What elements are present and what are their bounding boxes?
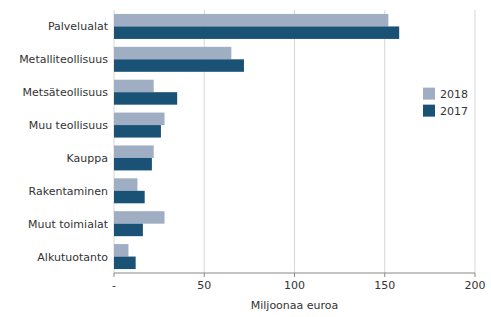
- bar: [114, 224, 143, 236]
- legend-label: 2017: [440, 105, 468, 118]
- legend: 2018 2017: [419, 84, 471, 122]
- bar: [114, 191, 145, 203]
- bar: [114, 211, 165, 223]
- grid-line: [294, 10, 295, 273]
- tick-label: 200: [465, 279, 486, 292]
- category-label: Alkutuotanto: [37, 251, 108, 264]
- category-label: Metsäteollisuus: [23, 86, 109, 99]
- tick-mark: [475, 273, 476, 277]
- category-label: Muu teollisuus: [29, 119, 109, 132]
- category-label: Muut toimialat: [28, 218, 109, 231]
- bars: [114, 14, 399, 269]
- bar: [114, 80, 154, 92]
- bar: [114, 14, 388, 26]
- legend-background: [419, 84, 471, 122]
- tick-label: 150: [374, 279, 395, 292]
- bar: [114, 26, 399, 38]
- bar: [114, 113, 165, 125]
- tick-mark: [294, 273, 295, 277]
- grid: [114, 10, 475, 273]
- legend-swatch: [423, 105, 435, 117]
- category-label: Rakentaminen: [29, 185, 108, 198]
- chart: - 50 100 150 200 Alkutuotanto Muut toimialat Ra…: [0, 0, 491, 317]
- bar: [114, 47, 231, 59]
- bar: [114, 178, 137, 190]
- category-label: Metalliteollisuus: [19, 53, 108, 66]
- tick-label: -: [112, 279, 116, 292]
- bar: [114, 145, 154, 157]
- tick-mark: [384, 273, 385, 277]
- tick-mark: [204, 273, 205, 277]
- tick-label: 50: [197, 279, 211, 292]
- category-label: Palvelualat: [48, 20, 109, 33]
- bar: [114, 92, 177, 104]
- x-axis-label: Miljoonaa euroa: [251, 299, 339, 312]
- x-axis: - 50 100 150 200: [112, 273, 485, 292]
- bar: [114, 125, 161, 137]
- grid-line: [384, 10, 385, 273]
- grid-line: [475, 10, 476, 273]
- y-axis: Alkutuotanto Muut toimialat Rakentaminen Ka…: [19, 20, 109, 263]
- bar: [114, 158, 152, 170]
- legend-swatch: [423, 88, 435, 100]
- tick-mark: [114, 273, 115, 277]
- category-label: Kauppa: [67, 152, 108, 165]
- bar: [114, 244, 128, 256]
- bar: [114, 257, 136, 269]
- bar: [114, 59, 244, 71]
- x-axis-line: [114, 273, 475, 274]
- tick-label: 100: [284, 279, 305, 292]
- legend-label: 2018: [440, 88, 468, 101]
